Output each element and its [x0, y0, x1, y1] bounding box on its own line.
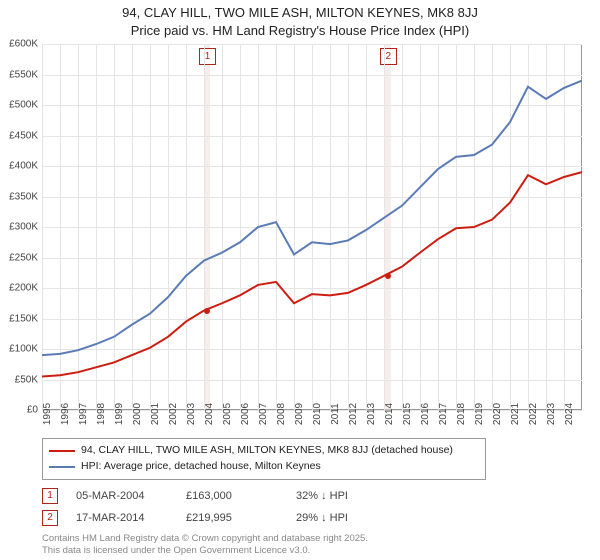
series-property: [42, 172, 582, 376]
chart-title: 94, CLAY HILL, TWO MILE ASH, MILTON KEYN…: [0, 0, 600, 39]
sale-date: 05-MAR-2004: [76, 490, 186, 502]
sale-price: £163,000: [186, 490, 296, 502]
y-tick-label: £400K: [9, 161, 38, 172]
footer-line2: This data is licensed under the Open Gov…: [42, 545, 368, 557]
sale-event-row: 1 05-MAR-2004 £163,000 32% ↓ HPI: [42, 488, 416, 504]
sale-delta: 32% ↓ HPI: [296, 490, 416, 502]
y-tick-label: £200K: [9, 283, 38, 294]
legend: 94, CLAY HILL, TWO MILE ASH, MILTON KEYN…: [42, 438, 486, 480]
y-tick-label: £450K: [9, 130, 38, 141]
sale-delta: 29% ↓ HPI: [296, 512, 416, 524]
legend-swatch: [49, 450, 75, 452]
sale-index-badge: 2: [42, 510, 58, 526]
legend-row: HPI: Average price, detached house, Milt…: [49, 459, 479, 475]
y-tick-label: £100K: [9, 344, 38, 355]
chart-svg: [42, 44, 582, 410]
legend-label: HPI: Average price, detached house, Milt…: [81, 459, 321, 475]
legend-label: 94, CLAY HILL, TWO MILE ASH, MILTON KEYN…: [81, 443, 453, 459]
sale-date: 17-MAR-2014: [76, 512, 186, 524]
y-tick-label: £0: [27, 405, 38, 416]
footer-attribution: Contains HM Land Registry data © Crown c…: [42, 533, 368, 557]
series-hpi: [42, 81, 582, 356]
sale-point-dot: [385, 273, 391, 279]
y-tick-label: £500K: [9, 100, 38, 111]
y-tick-label: £300K: [9, 222, 38, 233]
y-tick-label: £600K: [9, 39, 38, 50]
title-line1: 94, CLAY HILL, TWO MILE ASH, MILTON KEYN…: [0, 4, 600, 22]
sale-index-badge: 1: [42, 488, 58, 504]
line-chart: 12£0£50K£100K£150K£200K£250K£300K£350K£4…: [42, 44, 582, 410]
sale-point-dot: [204, 308, 210, 314]
y-tick-label: £250K: [9, 252, 38, 263]
y-tick-label: £550K: [9, 69, 38, 80]
legend-row: 94, CLAY HILL, TWO MILE ASH, MILTON KEYN…: [49, 443, 479, 459]
footer-line1: Contains HM Land Registry data © Crown c…: [42, 533, 368, 545]
y-tick-label: £350K: [9, 191, 38, 202]
title-line2: Price paid vs. HM Land Registry's House …: [0, 22, 600, 40]
y-tick-label: £50K: [15, 374, 38, 385]
sale-event-row: 2 17-MAR-2014 £219,995 29% ↓ HPI: [42, 510, 416, 526]
legend-swatch: [49, 466, 75, 468]
sale-price: £219,995: [186, 512, 296, 524]
y-tick-label: £150K: [9, 313, 38, 324]
